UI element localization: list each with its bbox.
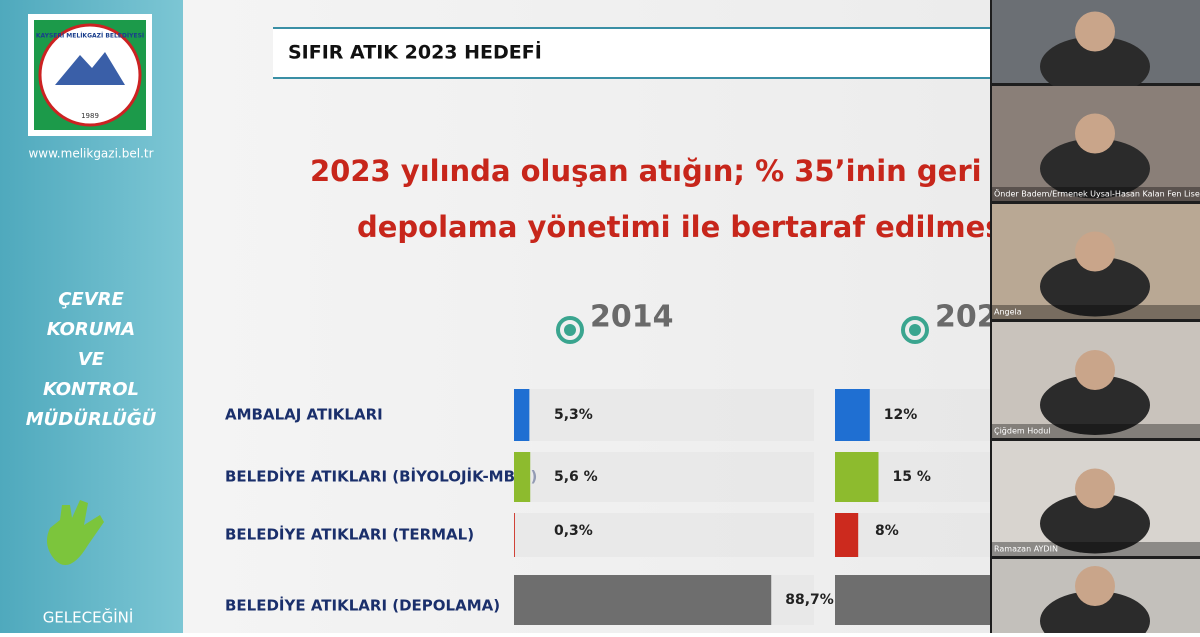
participant-head: [1075, 350, 1115, 390]
value-label: 15 %: [893, 469, 931, 485]
logo-mountain: [55, 52, 125, 85]
slide-header: [273, 28, 990, 78]
category-label: BELEDİYE ATIKLARI (DEPOLAMA): [225, 596, 500, 615]
participant-figure: [1040, 493, 1150, 554]
name-tag-bg: [992, 305, 1200, 319]
participant-head: [1075, 113, 1115, 154]
website: www.melikgazi.bel.tr: [28, 147, 153, 161]
participant-figure: [1040, 591, 1150, 637]
name-tag-bg: [992, 542, 1200, 556]
department-name: MÜDÜRLÜĞÜ: [26, 408, 157, 430]
department-name: ÇEVRE: [58, 289, 124, 310]
participant-figure: [1040, 256, 1150, 317]
participant-head: [1075, 231, 1115, 272]
hand-icon: [46, 500, 104, 565]
category-label: BELEDİYE ATIKLARI (TERMAL): [225, 525, 474, 544]
band: [514, 389, 814, 441]
year-bullet-dot: [909, 324, 921, 336]
name-tag-bg: [992, 187, 1200, 201]
participant-head: [1075, 468, 1115, 509]
bar: [514, 513, 515, 557]
department-name: KORUMA: [47, 319, 135, 340]
year-label: 2014: [590, 300, 674, 335]
logo-text: KAYSERİ MELİKGAZİ BELEDİYESİ: [36, 33, 144, 40]
band: [514, 513, 814, 557]
value-label: 8%: [875, 523, 899, 539]
category-label: BELEDİYE ATIKLARI (BİYOLOJİK-MBT ): [225, 467, 537, 486]
bar: [835, 575, 990, 625]
participant-name: Önder Badem/Ermenek Uysal-Hasan Kalan Fe…: [994, 189, 1200, 199]
year-bullet: [901, 316, 929, 344]
logo-year: 1989: [81, 112, 99, 120]
department-name: VE: [78, 349, 105, 370]
participant-name: Ramazan AYDIN: [994, 545, 1058, 554]
participant-head: [1075, 566, 1115, 606]
bar: [835, 389, 870, 441]
slide-title: SIFIR ATIK 2023 HEDEFİ: [288, 40, 542, 64]
department-name: KONTROL: [43, 379, 139, 400]
category-label: AMBALAJ ATIKLARI: [225, 406, 383, 424]
bar: [835, 452, 879, 502]
bar: [514, 452, 531, 502]
participant-figure: [1040, 138, 1150, 199]
value-label: 0,3%: [554, 523, 593, 539]
year-bullet: [556, 316, 584, 344]
subtitle: depolama yönetimi ile bertaraf edilmesi …: [357, 210, 1195, 244]
bar: [514, 389, 530, 441]
participant-figure: [1040, 375, 1150, 435]
slogan: GELECEĞİNİ: [43, 608, 134, 627]
value-label: 5,6 %: [554, 469, 598, 485]
value-label: 5,3%: [554, 407, 593, 423]
year-bullet-dot: [564, 324, 576, 336]
participant-figure: [1040, 36, 1150, 97]
band: [835, 513, 990, 557]
year-label: 2023: [935, 300, 1019, 335]
participant-head: [1075, 11, 1115, 52]
value-label: 12%: [884, 407, 918, 423]
participant-name: Çiğdem Hodul: [994, 427, 1051, 436]
bar: [835, 513, 859, 557]
subtitle: 2023 yılında oluşan atığın; % 35’inin ge…: [310, 154, 1200, 188]
band: [514, 452, 814, 502]
bar: [514, 575, 772, 625]
participant-name: Angela: [994, 308, 1022, 317]
value-label: 88,7%: [785, 592, 834, 608]
name-tag-bg: [992, 424, 1200, 438]
